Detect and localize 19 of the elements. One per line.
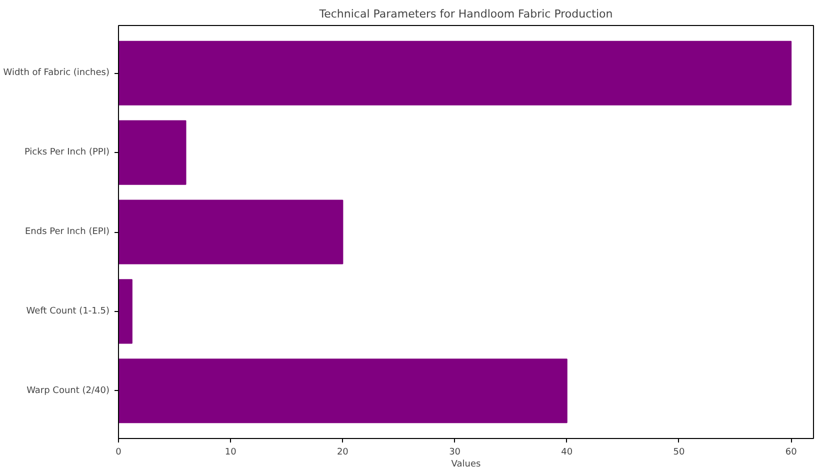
x-tick-label: 10 (224, 448, 237, 458)
y-tick-label: Picks Per Inch (PPI) (24, 148, 110, 158)
x-tick-label: 40 (561, 448, 573, 458)
y-tick-label: Warp Count (2/40) (26, 386, 110, 396)
y-tick-label: Ends Per Inch (EPI) (24, 227, 110, 237)
x-tick-label: 20 (336, 448, 349, 458)
chart-title: Technical Parameters for Handloom Fabric Production (318, 8, 613, 20)
x-tick-label: 60 (785, 448, 798, 458)
x-tick-label: 0 (116, 448, 122, 458)
bar (118, 200, 344, 264)
x-tick-label: 30 (449, 448, 461, 458)
x-axis-title: Values (451, 460, 482, 470)
y-tick-label: Width of Fabric (inches) (3, 68, 110, 78)
bar (118, 279, 132, 344)
bar (118, 358, 568, 424)
y-tick-label: Weft Count (1-1.5) (26, 306, 110, 316)
bar (118, 40, 792, 106)
x-tick-label: 50 (673, 448, 685, 458)
bar (118, 120, 186, 185)
